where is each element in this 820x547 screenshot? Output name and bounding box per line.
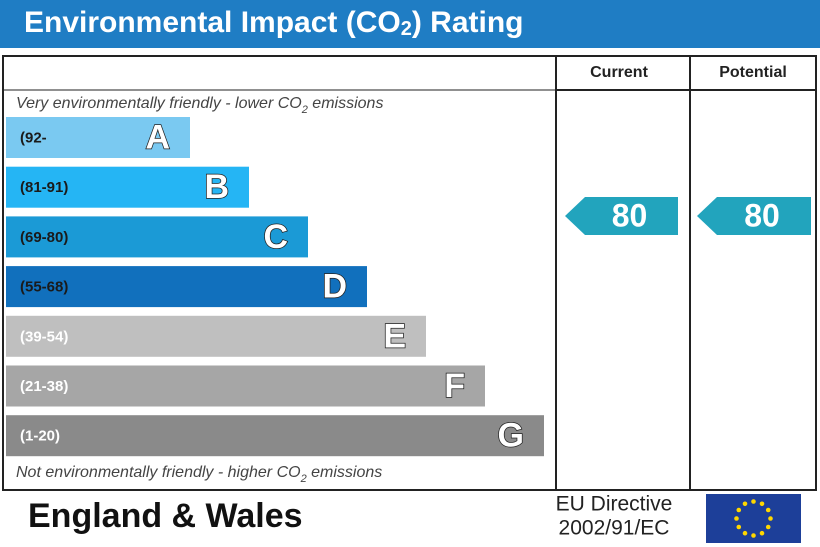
- band: [6, 216, 308, 258]
- band-range: (81-91): [20, 179, 68, 196]
- eu-star: [765, 524, 771, 530]
- main-frame: [2, 55, 817, 491]
- text-part: Not environmentally friendly - higher CO: [16, 464, 301, 481]
- header: Environmental Impact (CO2) Rating: [24, 6, 524, 40]
- rating-value: 80: [744, 197, 780, 233]
- band-range: (92-: [20, 129, 47, 146]
- eu-star: [736, 524, 742, 530]
- eu-star: [742, 501, 748, 507]
- band: [6, 266, 367, 308]
- top-note-parts: Very environmentally friendly - lower CO…: [16, 95, 383, 116]
- band-range: (39-54): [20, 328, 68, 345]
- directive: 2002/91/EC: [559, 517, 670, 540]
- directive: EU Directive: [556, 493, 673, 516]
- text-part: Environmental Impact (CO: [24, 6, 401, 39]
- band-letter: E: [383, 317, 406, 355]
- band-range: (21-38): [20, 378, 68, 395]
- eu-star: [759, 501, 765, 507]
- band-letter: A: [145, 118, 170, 156]
- band-letter: G: [498, 417, 524, 455]
- band-letter: C: [263, 218, 288, 256]
- band-letter: F: [444, 367, 465, 405]
- eu-star: [751, 499, 756, 504]
- band: [6, 166, 249, 208]
- eu-star: [742, 530, 748, 536]
- eu-star: [734, 516, 739, 521]
- band-range: (1-20): [20, 428, 60, 445]
- band: [6, 415, 544, 457]
- title-bar: [0, 0, 820, 48]
- text-part: Very environmentally friendly - lower CO: [16, 95, 302, 112]
- band-range: (55-68): [20, 279, 68, 296]
- rating-value: 80: [612, 197, 648, 233]
- band-letter: B: [204, 168, 229, 206]
- rating-arrow: [565, 197, 678, 235]
- eu-star: [759, 530, 765, 536]
- band: [6, 315, 426, 357]
- column-header: Potential: [719, 64, 787, 81]
- eu-star: [765, 507, 771, 513]
- column-header: Current: [590, 64, 648, 81]
- text-part: emissions: [308, 95, 384, 112]
- bottom-note-parts: Not environmentally friendly - higher CO…: [16, 464, 382, 485]
- subscript: 2: [300, 473, 307, 485]
- band-letter: D: [322, 268, 347, 306]
- band-range: (69-80): [20, 229, 68, 246]
- text-part: emissions: [307, 464, 383, 481]
- eu-star: [768, 516, 773, 521]
- band: [6, 117, 190, 158]
- eu-star: [736, 507, 742, 513]
- rating-arrow: [697, 197, 811, 235]
- subscript: 2: [301, 104, 308, 116]
- eu-star: [751, 533, 756, 538]
- text-part: ) Rating: [412, 6, 524, 39]
- region: England & Wales: [28, 497, 303, 535]
- subscript: 2: [401, 18, 412, 40]
- band: [6, 365, 485, 407]
